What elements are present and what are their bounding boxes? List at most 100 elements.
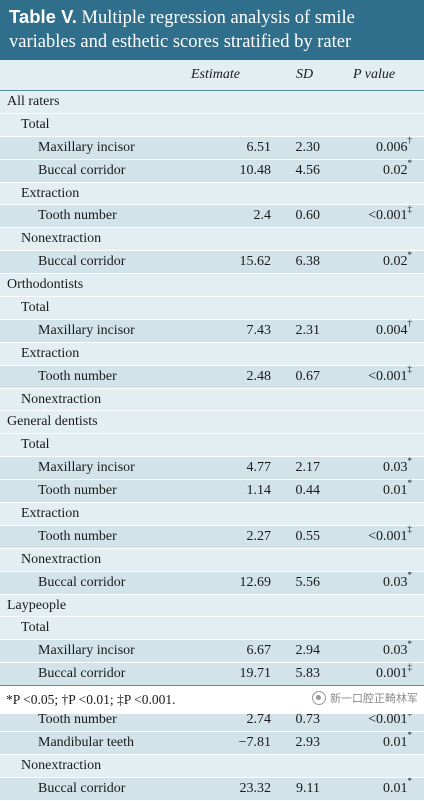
- table-row: Maxillary incisor 4.77 2.17 0.03*: [0, 455, 424, 481]
- cell-pvalue: <0.001‡: [368, 524, 413, 548]
- row-label: Maxillary incisor: [38, 643, 135, 659]
- pvalue-text: 0.01: [383, 734, 408, 750]
- cell-sd: 0.60: [295, 208, 321, 224]
- table-row: Tooth number 1.14 0.44 0.01*: [0, 479, 424, 504]
- cell-estimate: 19.71: [239, 666, 272, 682]
- significance-mark: *: [407, 455, 413, 466]
- pvalue-text: 0.01: [383, 780, 408, 796]
- cell-pvalue: 0.01*: [383, 479, 412, 502]
- table-subgroup-row: Extraction: [0, 342, 424, 366]
- table-row: Mandibular teeth −7.81 2.93 0.01*: [0, 730, 424, 755]
- table-row: Maxillary incisor 6.51 2.30 0.006†: [0, 136, 424, 160]
- significance-mark: ‡: [407, 524, 413, 535]
- pvalue-text: 0.02: [383, 254, 408, 270]
- cell-estimate: −7.81: [238, 734, 271, 750]
- cell-sd: 0.44: [295, 483, 321, 499]
- row-label: Total: [21, 437, 50, 453]
- significance-mark: †: [407, 318, 413, 329]
- row-label: Total: [21, 116, 50, 132]
- pvalue-text: 0.006: [376, 139, 408, 155]
- table-title-label: Table V.: [9, 6, 77, 27]
- cell-pvalue: 0.03*: [383, 571, 412, 594]
- table-subgroup-row: Nonextraction: [0, 754, 424, 778]
- cell-estimate: 4.77: [246, 460, 272, 476]
- row-label: Buccal corridor: [38, 666, 126, 682]
- row-label: Nonextraction: [21, 391, 102, 407]
- table-group-row: All raters: [0, 91, 424, 114]
- watermark: 新一口腔正畸林军: [312, 690, 418, 706]
- cell-pvalue: 0.006†: [376, 136, 412, 159]
- cell-sd: 0.67: [295, 368, 321, 384]
- row-label: Maxillary incisor: [38, 460, 135, 476]
- row-label: Nonextraction: [21, 231, 102, 247]
- row-label: Tooth number: [38, 483, 117, 499]
- row-label: Maxillary incisor: [38, 139, 135, 155]
- cell-estimate: 1.14: [246, 483, 272, 499]
- row-label: Tooth number: [38, 208, 117, 224]
- table-subgroup-row: Nonextraction: [0, 228, 424, 252]
- pvalue-text: 0.01: [383, 483, 408, 499]
- cell-estimate: 6.51: [246, 139, 272, 155]
- header-pvalue: P value: [353, 67, 396, 82]
- row-label: Buccal corridor: [38, 254, 126, 270]
- row-label: Mandibular teeth: [38, 734, 135, 750]
- table-subgroup-row: Total: [0, 617, 424, 641]
- row-label: Extraction: [21, 345, 80, 361]
- row-label: Nonextraction: [21, 757, 102, 773]
- cell-sd: 9.11: [296, 780, 320, 796]
- table-group-row: Laypeople: [0, 594, 424, 618]
- table-row: Maxillary incisor 7.43 2.31 0.004†: [0, 318, 424, 343]
- row-label: Total: [21, 300, 50, 316]
- table-subgroup-row: Total: [0, 434, 424, 458]
- table-subgroup-row: Nonextraction: [0, 388, 424, 412]
- header-sd: SD: [296, 67, 314, 82]
- table-header: Estimate SD P value: [0, 60, 424, 91]
- cell-estimate: 2.4: [253, 208, 272, 224]
- cell-pvalue: 0.02*: [383, 159, 412, 182]
- significance-mark: *: [407, 730, 413, 741]
- row-label: Total: [21, 620, 50, 636]
- cell-sd: 5.56: [295, 574, 321, 590]
- cell-pvalue: 0.01*: [383, 730, 413, 754]
- pvalue-text: <0.001: [368, 208, 408, 224]
- cell-estimate: 10.48: [239, 162, 272, 178]
- row-label: Laypeople: [7, 597, 67, 613]
- table-row: Tooth number 2.27 0.55 <0.001‡: [0, 524, 424, 549]
- table-title-text: Multiple regression analysis of smile va…: [9, 8, 355, 52]
- cell-sd: 0.55: [295, 528, 321, 544]
- pvalue-text: <0.001: [368, 712, 408, 728]
- significance-mark: ‡: [407, 661, 413, 672]
- significance-mark: ‡: [407, 203, 413, 214]
- pvalue-text: 0.02: [383, 162, 408, 178]
- table-row: Buccal corridor 10.48 4.56 0.02*: [0, 159, 424, 183]
- table-row: Tooth number 2.48 0.67 <0.001‡: [0, 365, 424, 389]
- cell-pvalue: 0.02*: [383, 249, 413, 273]
- cell-estimate: 6.67: [246, 643, 272, 659]
- table-subgroup-row: Extraction: [0, 503, 424, 526]
- cell-sd: 5.83: [295, 666, 321, 682]
- cell-pvalue: 0.03*: [383, 639, 412, 662]
- cell-sd: 2.30: [295, 139, 321, 155]
- table-group-row: Orthodontists: [0, 274, 424, 298]
- table-row: Maxillary incisor 6.67 2.94 0.03*: [0, 639, 424, 664]
- cell-pvalue: <0.001‡: [368, 365, 412, 388]
- cell-estimate: 2.48: [246, 368, 272, 384]
- cell-pvalue: 0.03*: [383, 455, 413, 479]
- table-row: Tooth number 2.4 0.60 <0.001‡: [0, 203, 424, 229]
- table-row: Buccal corridor 15.62 6.38 0.02*: [0, 249, 424, 275]
- cell-estimate: 23.32: [239, 780, 272, 796]
- pvalue-text: 0.001: [376, 666, 408, 682]
- cell-estimate: 15.62: [239, 254, 272, 270]
- watermark-text: 新一口腔正畸林军: [330, 692, 418, 705]
- cell-estimate: 12.69: [239, 574, 272, 590]
- cell-estimate: 2.27: [246, 528, 272, 544]
- row-label: Extraction: [21, 506, 80, 522]
- pvalue-text: <0.001: [368, 528, 408, 544]
- row-label: Buccal corridor: [38, 574, 126, 590]
- significance-mark: *: [407, 249, 413, 260]
- pvalue-text: 0.004: [376, 322, 408, 338]
- table-row: Buccal corridor 12.69 5.56 0.03*: [0, 571, 424, 595]
- table-row: Buccal corridor 23.32 9.11 0.01*: [0, 777, 424, 801]
- row-label: Buccal corridor: [38, 162, 126, 178]
